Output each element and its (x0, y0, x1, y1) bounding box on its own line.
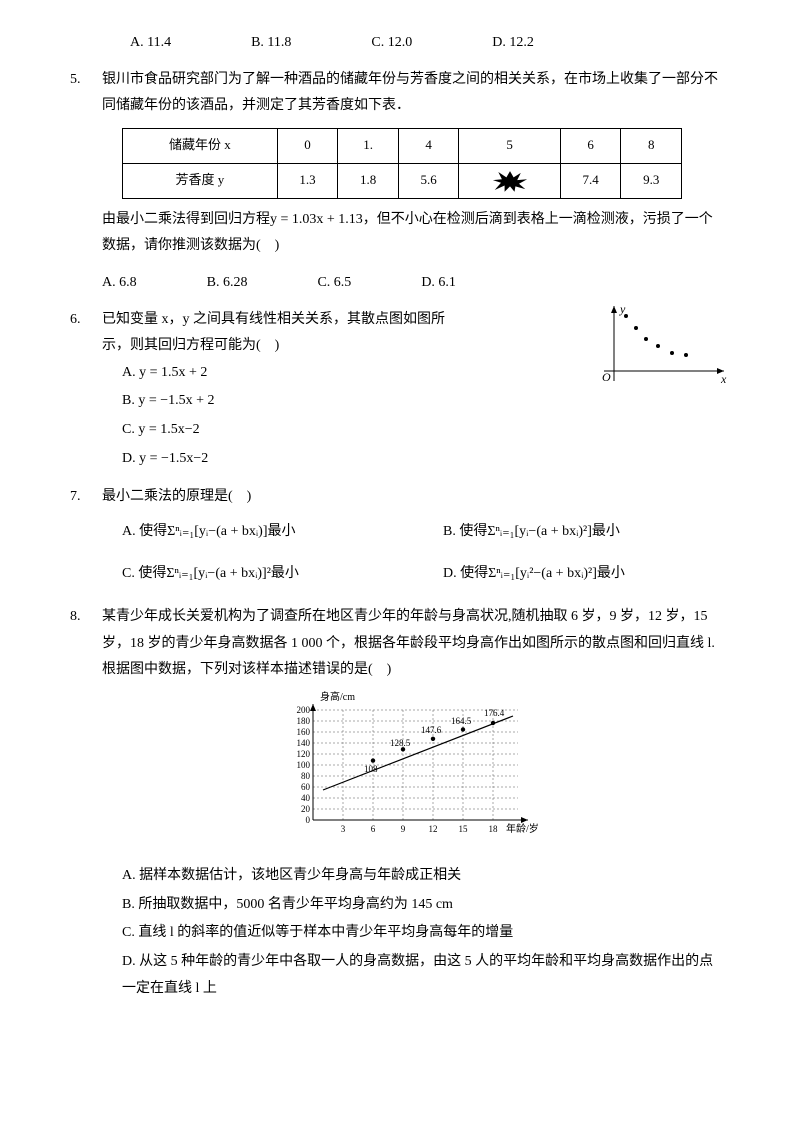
q8-xlabel: 年龄/岁 (506, 822, 539, 835)
q7-a-mid: [yᵢ−(a + bxᵢ)]最小 (194, 524, 295, 539)
q5-choices: A. 6.8 B. 6.28 C. 6.5 D. 6.1 (102, 270, 724, 297)
svg-text:160: 160 (297, 727, 311, 737)
q5-th5: 6 (560, 128, 621, 163)
q5-table: 储藏年份 x 0 1. 4 5 6 8 芳香度 y 1.3 1.8 5.6 7.… (122, 128, 682, 199)
q8-ylabel: 身高/cm (320, 690, 355, 703)
svg-text:3: 3 (341, 824, 346, 834)
q5-b: B. 6.28 (207, 270, 248, 297)
q8-a: A. 据样本数据估计，该地区青少年身高与年龄成正相关 (122, 863, 724, 890)
q5-r4 (459, 163, 560, 198)
q7-c-mid: [yᵢ−(a + bxᵢ)]²最小 (193, 566, 298, 581)
q8-b: B. 所抽取数据中，5000 名青少年平均身高约为 145 cm (122, 892, 724, 919)
q4-choice-a: A. 11.4 (130, 30, 171, 57)
q8-d: D. 从这 5 种年龄的青少年中各取一人的身高数据，由这 5 人的平均年龄和平均… (122, 949, 724, 1002)
q5-r3: 5.6 (398, 163, 459, 198)
q6-number: 6. (70, 307, 102, 475)
question-6: 6. 已知变量 x，y 之间具有线性相关关系，其散点图如图所示，则其回归方程可能… (70, 307, 724, 475)
q5-number: 5. (70, 67, 102, 297)
svg-text:15: 15 (459, 824, 469, 834)
svg-text:120: 120 (297, 749, 311, 759)
svg-text:128.5: 128.5 (390, 738, 411, 748)
question-8: 8. 某青少年成长关爱机构为了调查所在地区青少年的年龄与身高状况,随机抽取 6 … (70, 604, 724, 1004)
q5-r6: 9.3 (621, 163, 682, 198)
q7-number: 7. (70, 484, 102, 588)
q4-choices: A. 11.4 B. 11.8 C. 12.0 D. 12.2 (130, 30, 724, 57)
q6-c: C. y = 1.5x−2 (122, 417, 724, 444)
q7-b-pre: B. 使得 (443, 524, 487, 539)
svg-text:108: 108 (364, 764, 378, 774)
q8-text: 某青少年成长关爱机构为了调查所在地区青少年的年龄与身高状况,随机抽取 6 岁，9… (102, 604, 724, 684)
q7-c: C. 使得Σⁿᵢ₌₁[yᵢ−(a + bxᵢ)]²最小 (122, 561, 403, 588)
q5-a: A. 6.8 (102, 270, 137, 297)
q7-d-pre: D. 使得 (443, 566, 488, 581)
svg-text:176.4: 176.4 (484, 708, 505, 718)
svg-text:140: 140 (297, 738, 311, 748)
q7-text: 最小二乘法的原理是( ) (102, 484, 724, 511)
q5-d: D. 6.1 (421, 270, 456, 297)
svg-text:y: y (619, 302, 626, 316)
q5-text2: 由最小二乘法得到回归方程y = 1.03x + 1.13，但不小心在检测后滴到表… (102, 207, 724, 260)
q7-a-sum: Σⁿᵢ₌₁ (167, 524, 194, 539)
svg-text:20: 20 (301, 804, 311, 814)
q5-th6: 8 (621, 128, 682, 163)
svg-text:100: 100 (297, 760, 311, 770)
svg-text:40: 40 (301, 793, 311, 803)
q7-b-sum: Σⁿᵢ₌₁ (487, 524, 514, 539)
q7-b-mid: [yᵢ−(a + bxᵢ)²]最小 (514, 524, 619, 539)
q7-b: B. 使得Σⁿᵢ₌₁[yᵢ−(a + bxᵢ)²]最小 (443, 519, 724, 546)
svg-text:18: 18 (489, 824, 499, 834)
q8-c: C. 直线 l 的斜率的值近似等于样本中青少年平均身高每年的增量 (122, 920, 724, 947)
q7-c-pre: C. 使得 (122, 566, 166, 581)
svg-text:200: 200 (297, 705, 311, 715)
svg-text:9: 9 (401, 824, 406, 834)
q5-text1: 银川市食品研究部门为了解一种酒品的储藏年份与芳香度之间的相关关系，在市场上收集了… (102, 67, 724, 120)
svg-text:O: O (602, 370, 611, 384)
q5-c: C. 6.5 (317, 270, 351, 297)
svg-text:x: x (720, 372, 727, 386)
q8-height-chart: 身高/cm (268, 690, 558, 845)
ink-splat-icon (492, 170, 528, 192)
q4-choice-c: C. 12.0 (371, 30, 412, 57)
svg-text:180: 180 (297, 716, 311, 726)
svg-text:147.6: 147.6 (421, 725, 442, 735)
q6-scatter-plot: O x y (584, 301, 734, 401)
svg-text:6: 6 (371, 824, 376, 834)
q7-a: A. 使得Σⁿᵢ₌₁[yᵢ−(a + bxᵢ)]最小 (122, 519, 403, 546)
q5-th3: 4 (398, 128, 459, 163)
q8-number: 8. (70, 604, 102, 1004)
q5-th0: 储藏年份 x (123, 128, 278, 163)
q5-th1: 0 (277, 128, 338, 163)
q5-r5: 7.4 (560, 163, 621, 198)
svg-text:0: 0 (306, 815, 311, 825)
q5-th4: 5 (459, 128, 560, 163)
q7-d: D. 使得Σⁿᵢ₌₁[yᵢ²−(a + bxᵢ)²]最小 (443, 561, 724, 588)
q7-c-sum: Σⁿᵢ₌₁ (166, 566, 193, 581)
q5-th2: 1. (338, 128, 399, 163)
q5-r1: 1.3 (277, 163, 338, 198)
question-7: 7. 最小二乘法的原理是( ) A. 使得Σⁿᵢ₌₁[yᵢ−(a + bxᵢ)]… (70, 484, 724, 588)
question-5: 5. 银川市食品研究部门为了解一种酒品的储藏年份与芳香度之间的相关关系，在市场上… (70, 67, 724, 297)
svg-text:80: 80 (301, 771, 311, 781)
svg-text:164.5: 164.5 (451, 716, 472, 726)
q5-r0: 芳香度 y (123, 163, 278, 198)
q6-d: D. y = −1.5x−2 (122, 446, 724, 473)
svg-text:60: 60 (301, 782, 311, 792)
q7-d-sum: Σⁿᵢ₌₁ (488, 566, 515, 581)
q7-d-mid: [yᵢ²−(a + bxᵢ)²]最小 (515, 566, 625, 581)
q6-text: 已知变量 x，y 之间具有线性相关关系，其散点图如图所示，则其回归方程可能为( … (102, 307, 472, 360)
svg-text:12: 12 (429, 824, 438, 834)
q4-choice-d: D. 12.2 (492, 30, 534, 57)
q5-r2: 1.8 (338, 163, 399, 198)
q4-choice-b: B. 11.8 (251, 30, 291, 57)
q7-a-pre: A. 使得 (122, 524, 167, 539)
